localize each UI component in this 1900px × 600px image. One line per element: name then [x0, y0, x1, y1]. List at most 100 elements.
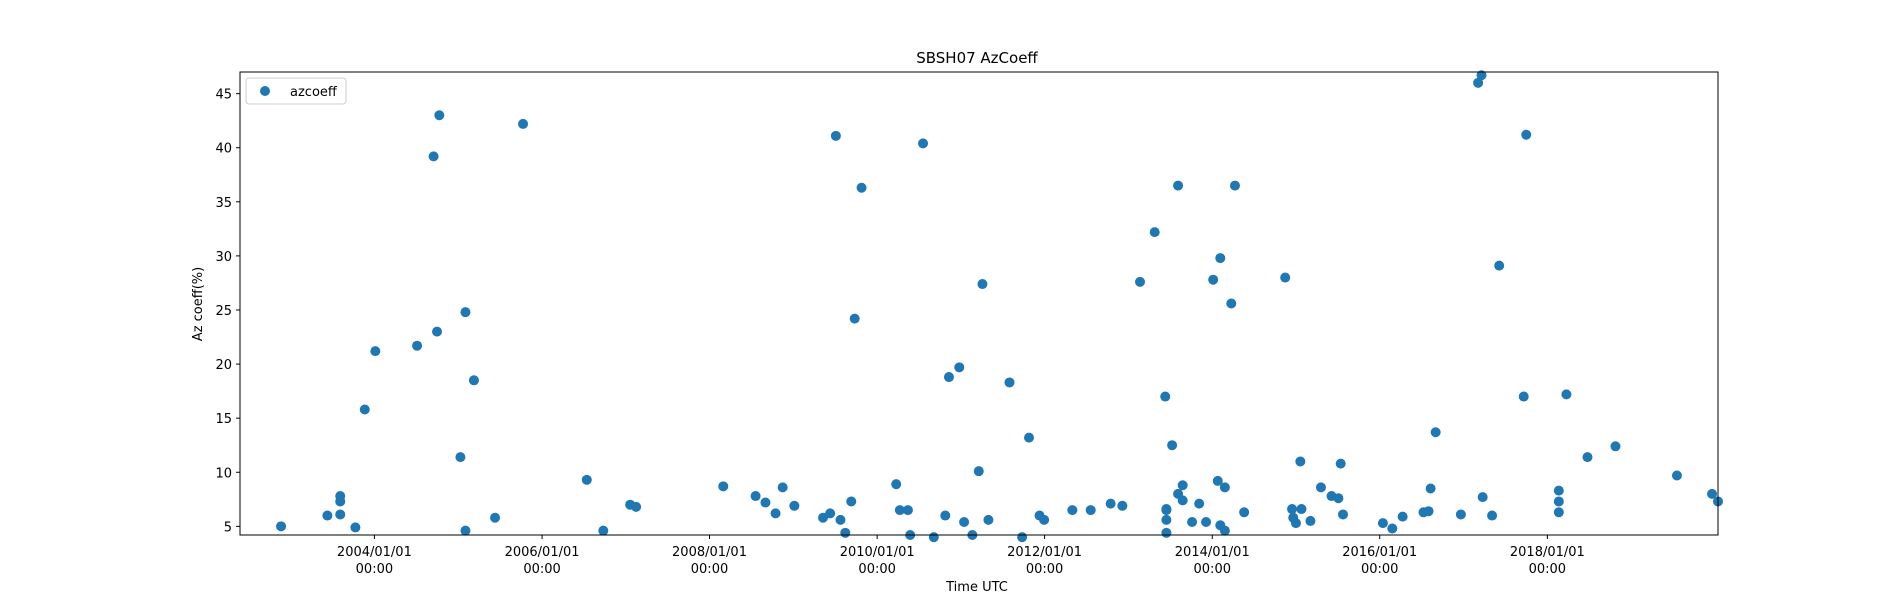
data-point — [1455, 509, 1466, 520]
y-tick-label: 20 — [215, 358, 232, 373]
x-axis-ticks: 2004/01/01 00:00 2006/01/01 00:00 2008/01/01… — [337, 535, 1585, 577]
data-point — [598, 525, 609, 536]
data-point — [1553, 496, 1564, 507]
data-point — [977, 279, 988, 290]
data-point — [1226, 298, 1237, 309]
data-point — [1177, 495, 1188, 506]
data-point — [983, 514, 994, 525]
data-points — [276, 70, 1723, 543]
data-point — [1187, 517, 1198, 528]
data-point — [840, 527, 851, 538]
data-point — [1425, 483, 1436, 494]
data-point — [954, 362, 965, 373]
data-point — [1085, 505, 1096, 516]
x-tick-label: 2010/01/01 — [840, 545, 915, 560]
legend-marker — [260, 86, 270, 96]
data-point — [1173, 180, 1184, 191]
plot-frame — [239, 71, 1719, 536]
data-point — [959, 517, 970, 528]
x-tick-label-time: 00:00 — [858, 562, 895, 577]
data-point — [1335, 458, 1346, 469]
data-point — [432, 326, 443, 337]
data-point — [1017, 532, 1028, 543]
data-point — [1387, 523, 1398, 534]
x-tick-label: 2006/01/01 — [505, 545, 580, 560]
data-point — [518, 118, 529, 129]
data-point — [1315, 482, 1326, 493]
data-point — [1149, 227, 1160, 238]
data-point — [1521, 129, 1532, 140]
x-tick-label-time: 00:00 — [691, 562, 728, 577]
legend-label: azcoeff — [290, 85, 338, 100]
data-point — [835, 514, 846, 525]
y-tick-label: 40 — [215, 142, 232, 157]
x-tick-label-time: 00:00 — [1529, 562, 1566, 577]
data-point — [770, 508, 781, 519]
x-tick-label: 2018/01/01 — [1510, 545, 1585, 560]
data-point — [631, 501, 642, 512]
data-point — [856, 182, 867, 193]
x-axis-label: Time UTC — [945, 580, 1008, 595]
data-point — [1518, 391, 1529, 402]
y-tick-label: 25 — [215, 304, 232, 319]
data-point — [1305, 515, 1316, 526]
data-point — [1337, 509, 1348, 520]
data-point — [1105, 498, 1116, 509]
data-point — [1494, 260, 1505, 271]
y-axis-ticks: 5 10 15 20 25 30 35 40 45 — [215, 88, 240, 535]
data-point — [1117, 500, 1128, 511]
legend-frame — [245, 77, 347, 105]
data-point — [1287, 504, 1298, 515]
data-point — [460, 307, 471, 318]
data-point — [1333, 493, 1344, 504]
x-tick-label-time: 00:00 — [356, 562, 393, 577]
data-point — [1161, 505, 1172, 516]
y-axis-label: Az coeff(%) — [191, 267, 206, 341]
data-point — [1295, 456, 1306, 467]
data-point — [1423, 506, 1434, 517]
data-point — [1208, 274, 1219, 285]
data-point — [902, 505, 913, 516]
data-point — [789, 500, 800, 511]
chart-title: SBSH07 AzCoeff — [916, 49, 1038, 67]
data-point — [434, 110, 445, 121]
data-point — [1582, 452, 1593, 463]
data-point — [943, 372, 954, 383]
data-point — [1280, 272, 1291, 283]
y-tick-label: 10 — [215, 466, 232, 481]
data-point — [1219, 482, 1230, 493]
data-point — [1476, 70, 1487, 81]
data-point — [335, 496, 346, 507]
data-point — [468, 375, 479, 386]
x-tick-label-time: 00:00 — [1026, 562, 1063, 577]
data-point — [973, 466, 984, 477]
data-point — [777, 482, 788, 493]
data-point — [830, 130, 841, 141]
data-point — [335, 509, 346, 520]
data-point — [1553, 507, 1564, 518]
data-point — [940, 510, 951, 521]
data-point — [322, 510, 333, 521]
data-point — [1397, 511, 1408, 522]
data-point — [1707, 488, 1718, 499]
data-point — [1239, 507, 1250, 518]
legend: azcoeff — [245, 77, 347, 105]
x-tick-label: 2016/01/01 — [1342, 545, 1417, 560]
data-point — [1229, 180, 1240, 191]
data-point — [455, 452, 466, 463]
data-point — [1067, 505, 1078, 516]
data-point — [760, 497, 771, 508]
data-point — [718, 481, 729, 492]
data-point — [1561, 389, 1572, 400]
data-point — [894, 505, 905, 516]
data-point — [350, 522, 361, 533]
data-point — [1473, 77, 1484, 88]
data-point — [1161, 514, 1172, 525]
data-point — [1201, 517, 1212, 528]
data-point — [460, 525, 471, 536]
y-tick-label: 5 — [224, 520, 232, 535]
data-point — [1024, 432, 1035, 443]
data-point — [1610, 441, 1621, 452]
data-point — [370, 346, 381, 357]
